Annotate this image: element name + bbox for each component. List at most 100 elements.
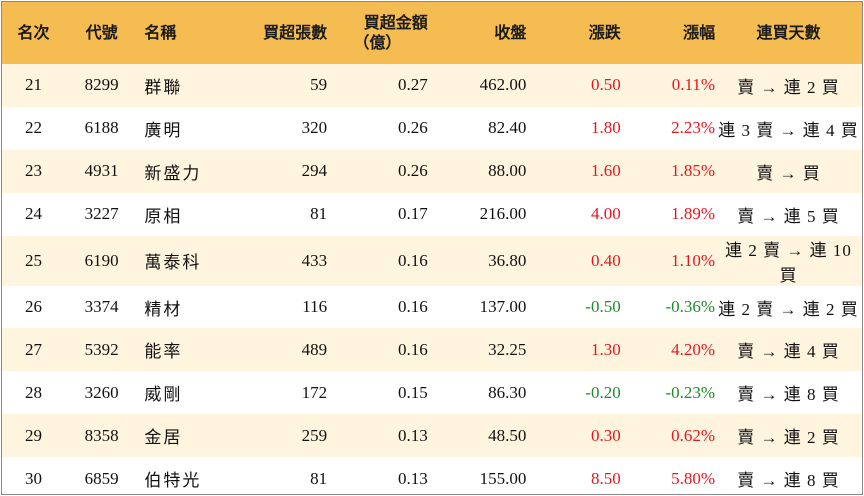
change-pct-cell: -0.23% [620, 371, 716, 415]
name-cell: 廣明 [138, 106, 233, 150]
code-cell: 6190 [64, 235, 139, 286]
code-cell: 8358 [64, 414, 139, 458]
streak-cell: 賣 → 買 [715, 149, 862, 193]
code-cell: 3374 [64, 285, 139, 329]
header-name: 名稱 [138, 2, 233, 64]
rank-cell: 25 [2, 235, 65, 286]
name-cell: 金居 [138, 414, 233, 458]
name-cell: 伯特光 [138, 457, 233, 494]
rank-cell: 27 [2, 328, 65, 372]
streak-cell: 賣 → 連 2 買 [715, 64, 862, 107]
header-streak: 連買天數 [715, 2, 862, 64]
code-cell: 8299 [64, 64, 139, 107]
rank-cell: 21 [2, 64, 65, 107]
change-cell: -0.20 [526, 371, 621, 415]
table-row: 27 5392 能率 489 0.16 32.25 1.30 4.20% 賣 → 連 4 買 [2, 328, 862, 372]
change-pct-cell: 5.80% [620, 457, 716, 494]
header-change: 漲跌 [526, 2, 621, 64]
rank-cell: 26 [2, 285, 65, 329]
net-buy-lots-cell: 433 [232, 235, 328, 286]
name-cell: 能率 [138, 328, 233, 372]
change-cell: 0.30 [526, 414, 621, 458]
header-net-buy-amount-unit: （億） [353, 33, 402, 52]
change-pct-cell: 1.10% [620, 235, 716, 286]
header-close: 收盤 [427, 2, 527, 64]
streak-cell: 賣 → 連 8 買 [715, 371, 862, 415]
streak-cell: 賣 → 連 5 買 [715, 192, 862, 236]
net-buy-lots-cell: 172 [232, 371, 328, 415]
change-cell: 1.30 [526, 328, 621, 372]
close-price-cell: 462.00 [427, 64, 527, 107]
change-cell: 4.00 [526, 192, 621, 236]
change-pct-cell: 0.62% [620, 414, 716, 458]
close-price-cell: 82.40 [427, 106, 527, 150]
header-net-buy-amount: 買超金額 （億） [327, 2, 428, 64]
rank-cell: 28 [2, 371, 65, 415]
net-buy-lots-cell: 116 [232, 285, 328, 329]
net-buy-lots-cell: 81 [232, 457, 328, 494]
code-cell: 5392 [64, 328, 139, 372]
table-row: 30 6859 伯特光 81 0.13 155.00 8.50 5.80% 賣 → 連 8 買 [2, 457, 862, 494]
net-buy-lots-cell: 259 [232, 414, 328, 458]
table-row: 21 8299 群聯 59 0.27 462.00 0.50 0.11% 賣 → 連 2 買 [2, 64, 862, 107]
streak-cell: 連 3 賣 → 連 4 買 [715, 106, 862, 150]
streak-cell: 賣 → 連 2 買 [715, 414, 862, 458]
change-cell: 0.40 [526, 235, 621, 286]
name-cell: 萬泰科 [138, 235, 233, 286]
net-buy-amount-cell: 0.26 [327, 149, 428, 193]
change-cell: 0.50 [526, 64, 621, 107]
close-price-cell: 48.50 [427, 414, 527, 458]
table-row: 22 6188 廣明 320 0.26 82.40 1.80 2.23% 連 3 賣 → 連 4… [2, 106, 862, 150]
net-buy-amount-cell: 0.16 [327, 235, 428, 286]
net-buy-amount-cell: 0.27 [327, 64, 428, 107]
net-buy-lots-cell: 489 [232, 328, 328, 372]
streak-cell: 連 2 賣 → 連 2 買 [715, 285, 862, 329]
change-pct-cell: 1.85% [620, 149, 716, 193]
table-row: 29 8358 金居 259 0.13 48.50 0.30 0.62% 賣 → 連 2 買 [2, 414, 862, 458]
change-pct-cell: 0.11% [620, 64, 716, 107]
header-code: 代號 [64, 2, 139, 64]
rank-cell: 24 [2, 192, 65, 236]
close-price-cell: 155.00 [427, 457, 527, 494]
code-cell: 6859 [64, 457, 139, 494]
rank-cell: 22 [2, 106, 65, 150]
net-buy-amount-cell: 0.13 [327, 457, 428, 494]
close-price-cell: 216.00 [427, 192, 527, 236]
change-cell: 1.60 [526, 149, 621, 193]
name-cell: 原相 [138, 192, 233, 236]
rank-cell: 30 [2, 457, 65, 494]
close-price-cell: 32.25 [427, 328, 527, 372]
change-cell: 8.50 [526, 457, 621, 494]
name-cell: 群聯 [138, 64, 233, 107]
change-pct-cell: 4.20% [620, 328, 716, 372]
change-pct-cell: 2.23% [620, 106, 716, 150]
net-buy-lots-cell: 294 [232, 149, 328, 193]
table-row: 26 3374 精材 116 0.16 137.00 -0.50 -0.36% 連 2 賣 → … [2, 285, 862, 329]
change-cell: 1.80 [526, 106, 621, 150]
table-row: 28 3260 威剛 172 0.15 86.30 -0.20 -0.23% 賣 → 連 8 買 [2, 371, 862, 415]
close-price-cell: 86.30 [427, 371, 527, 415]
net-buy-amount-cell: 0.16 [327, 285, 428, 329]
net-buy-lots-cell: 59 [232, 64, 328, 107]
header-net-buy-lots: 買超張數 [232, 2, 328, 64]
header-net-buy-amount-title: 買超金額 [363, 13, 428, 32]
code-cell: 3227 [64, 192, 139, 236]
streak-cell: 賣 → 連 8 買 [715, 457, 862, 494]
net-buy-lots-cell: 320 [232, 106, 328, 150]
table-row: 24 3227 原相 81 0.17 216.00 4.00 1.89% 賣 → 連 5 買 [2, 192, 862, 236]
streak-cell: 連 2 賣 → 連 10 買 [715, 235, 862, 286]
net-buy-amount-cell: 0.15 [327, 371, 428, 415]
streak-cell: 賣 → 連 4 買 [715, 328, 862, 372]
close-price-cell: 137.00 [427, 285, 527, 329]
net-buy-amount-cell: 0.13 [327, 414, 428, 458]
rank-cell: 23 [2, 149, 65, 193]
name-cell: 新盛力 [138, 149, 233, 193]
close-price-cell: 36.80 [427, 235, 527, 286]
table-body: 21 8299 群聯 59 0.27 462.00 0.50 0.11% 賣 → 連 2 買 22… [2, 64, 862, 494]
name-cell: 威剛 [138, 371, 233, 415]
name-cell: 精材 [138, 285, 233, 329]
table-header-row: 名次 代號 名稱 買超張數 買超金額 （億） 收盤 漲跌 漲幅 連買天數 [2, 2, 862, 64]
net-buy-lots-cell: 81 [232, 192, 328, 236]
